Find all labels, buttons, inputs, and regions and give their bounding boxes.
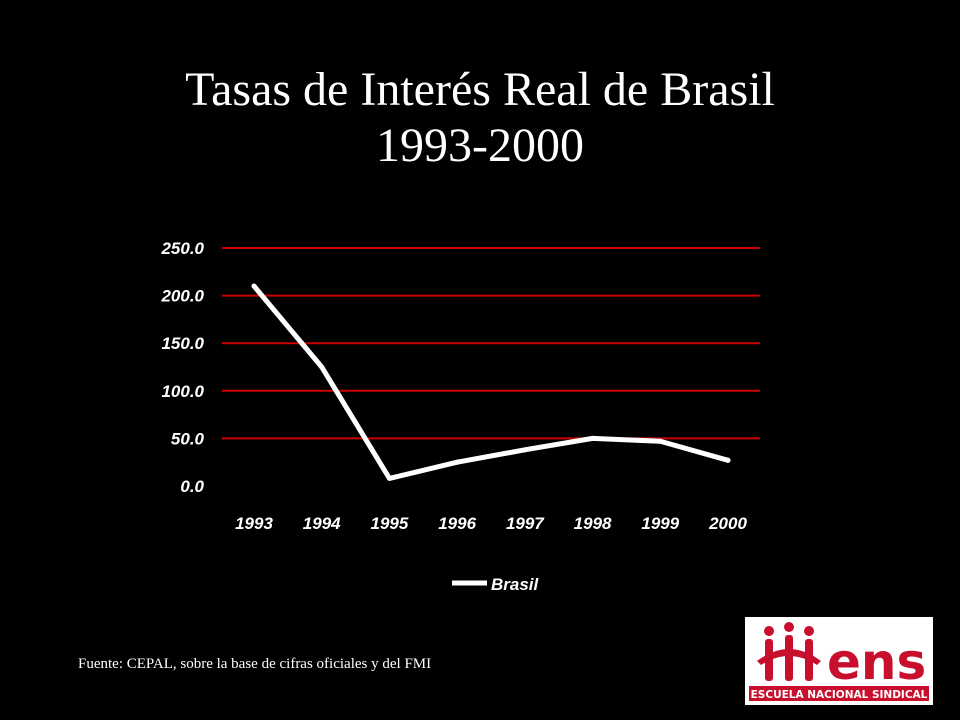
series-line — [251, 283, 731, 481]
ens-logo-graphic: ens ESCUELA NACIONAL SINDICAL — [749, 622, 929, 701]
ens-logo: ens ESCUELA NACIONAL SINDICAL — [745, 617, 933, 705]
data-point — [454, 459, 460, 465]
series-lines — [251, 283, 731, 481]
data-point — [725, 457, 731, 463]
data-point — [590, 435, 596, 441]
x-tick-label: 1993 — [235, 514, 273, 533]
data-point — [657, 438, 663, 444]
data-point — [319, 364, 325, 370]
x-tick-label: 1998 — [574, 514, 612, 533]
y-tick-label: 150.0 — [161, 334, 204, 353]
legend: Brasil — [452, 575, 540, 594]
y-axis-ticks: 0.0 50.0 100.0 150.0 200.0 250.0 — [160, 239, 204, 496]
x-axis-ticks: 1993 1994 1995 1996 1997 1998 1999 2000 — [235, 514, 747, 533]
x-tick-label: 1997 — [506, 514, 545, 533]
x-tick-label: 1999 — [641, 514, 679, 533]
logo-caption: ESCUELA NACIONAL SINDICAL — [751, 689, 928, 701]
x-tick-label: 1996 — [438, 514, 476, 533]
source-note: Fuente: CEPAL, sobre la base de cifras o… — [78, 656, 432, 672]
gridlines — [222, 247, 760, 440]
x-tick-label: 2000 — [708, 514, 747, 533]
x-tick-label: 1994 — [303, 514, 341, 533]
y-tick-label: 50.0 — [171, 429, 205, 448]
data-point — [522, 447, 528, 453]
chart-title: Tasas de Interés Real de Brasil 1993-200… — [0, 62, 960, 174]
y-tick-label: 200.0 — [160, 287, 204, 306]
y-tick-label: 250.0 — [160, 239, 204, 258]
y-tick-label: 0.0 — [180, 477, 204, 496]
data-point — [251, 283, 257, 289]
x-tick-label: 1995 — [371, 514, 409, 533]
logo-wordmark: ens — [827, 633, 926, 691]
y-tick-label: 100.0 — [161, 382, 204, 401]
legend-label: Brasil — [491, 575, 540, 594]
data-point — [386, 475, 392, 481]
chart-title-line1: Tasas de Interés Real de Brasil — [185, 63, 775, 116]
chart-title-line2: 1993-2000 — [376, 119, 584, 172]
